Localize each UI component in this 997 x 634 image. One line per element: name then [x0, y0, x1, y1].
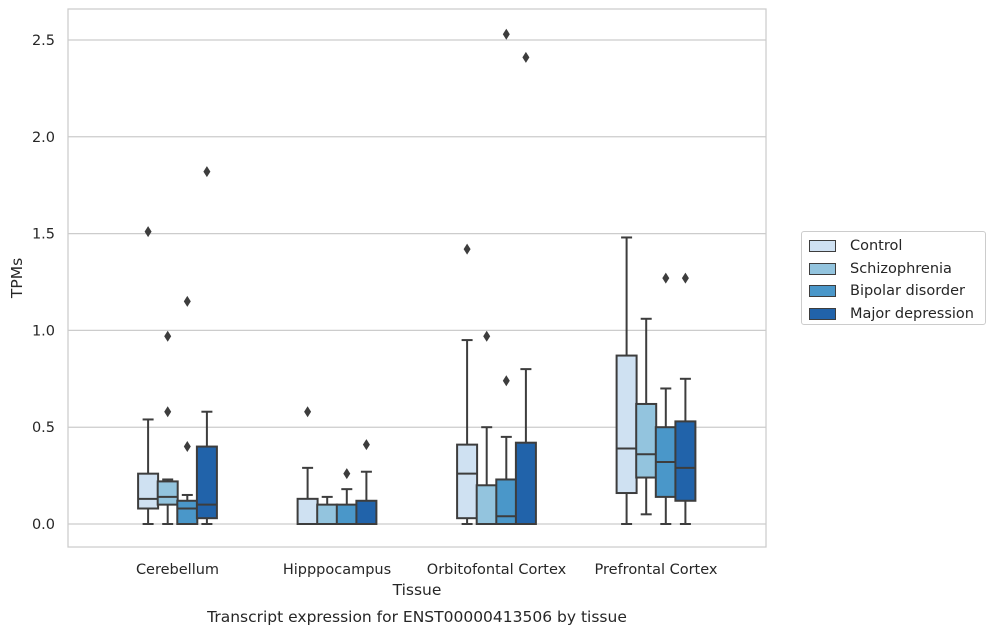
chart-title: Transcript expression for ENST0000041350…: [206, 608, 627, 626]
legend: Control Schizophrenia Bipolar disorder M…: [801, 231, 986, 325]
box-schizophrenia: [316, 503, 339, 526]
outlier-point: [681, 272, 689, 284]
outlier-point: [522, 51, 530, 63]
outlier-point: [483, 330, 491, 342]
x-tick-label: Prefrontal Cortex: [595, 562, 718, 578]
x-axis-ticks: Cerebellum Hipppocampus Orbitofontal Corte…: [136, 562, 718, 578]
box-control: [456, 443, 479, 520]
box-control: [615, 354, 638, 495]
outlier-point: [183, 441, 191, 453]
legend-item-major-depression: Major depression: [802, 303, 985, 326]
outlier-point: [463, 243, 471, 255]
legend-label-schizophrenia: Schizophrenia: [850, 260, 952, 277]
legend-item-bipolar-disorder: Bipolar disorder: [802, 280, 985, 303]
y-tick-label: 2.5: [32, 33, 55, 49]
outlier-point: [304, 406, 312, 418]
y-tick-label: 0.5: [32, 420, 55, 436]
legend-swatch-major-depression: [809, 307, 836, 320]
box-schizophrenia: [635, 402, 658, 479]
outlier-point: [144, 226, 152, 238]
legend-label-major-depression: Major depression: [850, 305, 974, 322]
legend-item-control: Control: [802, 235, 985, 258]
y-axis-title: TPMs: [8, 258, 26, 299]
x-tick-label: Orbitofontal Cortex: [427, 562, 567, 578]
box-major-depression: [674, 420, 697, 502]
y-tick-label: 2.0: [32, 130, 55, 146]
outlier-point: [343, 468, 351, 480]
legend-label-bipolar-disorder: Bipolar disorder: [850, 283, 965, 300]
outlier-point: [362, 439, 370, 451]
y-tick-label: 0.0: [32, 517, 55, 533]
outlier-point: [164, 406, 172, 418]
box-major-depression: [514, 441, 537, 525]
outlier-point: [502, 375, 510, 387]
legend-swatch-control: [809, 240, 836, 253]
box-control: [137, 472, 160, 510]
legend-label-control: Control: [850, 238, 903, 255]
outlier-point: [164, 330, 172, 342]
legend-swatch-bipolar-disorder: [809, 285, 836, 298]
box-schizophrenia: [475, 484, 498, 525]
box-major-depression: [355, 499, 378, 526]
y-tick-label: 1.5: [32, 227, 55, 243]
plot-area-frame: [67, 8, 767, 548]
y-tick-label: 1.0: [32, 323, 55, 339]
outlier-point: [662, 272, 670, 284]
box-control: [296, 497, 319, 525]
outlier-point: [502, 28, 510, 40]
legend-swatch-schizophrenia: [809, 262, 836, 275]
box-major-depression: [195, 445, 218, 520]
box-bipolar-disorder: [495, 478, 518, 525]
box-bipolar-disorder: [335, 503, 358, 526]
legend-item-schizophrenia: Schizophrenia: [802, 258, 985, 281]
x-tick-label: Hipppocampus: [283, 562, 391, 578]
outlier-point: [203, 166, 211, 178]
box-plot-series: [137, 28, 697, 526]
grid-lines: [68, 39, 766, 525]
y-axis-ticks: 0.0 0.5 1.0 1.5 2.0 2.5: [32, 33, 55, 533]
box-bipolar-disorder: [176, 499, 199, 526]
x-tick-label: Cerebellum: [136, 562, 219, 578]
box-schizophrenia: [156, 480, 179, 506]
outlier-point: [183, 295, 191, 307]
x-axis-title: Tissue: [392, 581, 442, 599]
